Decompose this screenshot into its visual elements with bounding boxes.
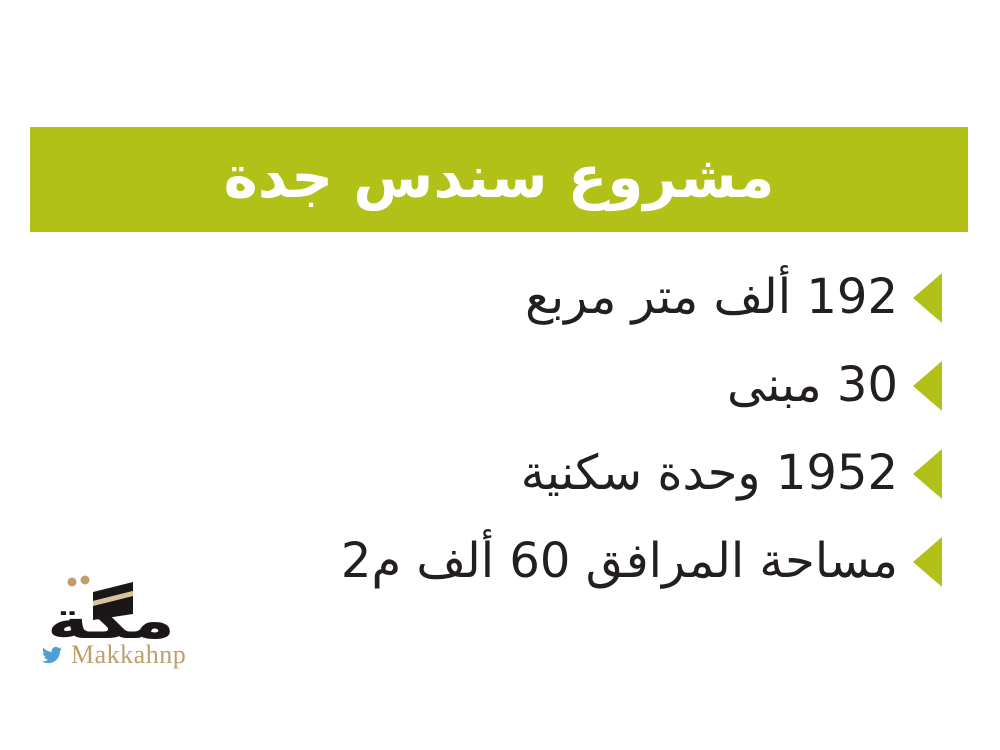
left-triangle-bullet-icon — [913, 361, 942, 411]
makkah-wordmark-kaaba-icon: مكة — [47, 575, 175, 644]
list-item-text: 30 مبنى — [726, 357, 898, 414]
bullet-list: 192 ألف متر مربع 30 مبنى 1952 وحدة سكنية… — [182, 254, 942, 606]
left-triangle-bullet-icon — [913, 449, 942, 499]
header-banner: مشروع سندس جدة — [30, 127, 968, 232]
twitter-credit: Makkahnp — [40, 640, 206, 670]
list-item: 192 ألف متر مربع — [182, 254, 942, 342]
list-item-text: مساحة المرافق 60 ألف م2 — [340, 533, 898, 590]
left-triangle-bullet-icon — [913, 537, 942, 587]
list-item: 1952 وحدة سكنية — [182, 430, 942, 518]
list-item-text: 192 ألف متر مربع — [525, 269, 898, 326]
page-title: مشروع سندس جدة — [223, 142, 775, 211]
twitter-handle: Makkahnp — [71, 640, 187, 669]
makkah-logo: مكة Makkahnp — [36, 570, 206, 670]
left-triangle-bullet-icon — [913, 273, 942, 323]
kaaba-icon — [93, 582, 133, 620]
list-item: 30 مبنى — [182, 342, 942, 430]
list-item-text: 1952 وحدة سكنية — [520, 445, 898, 502]
logo-dot — [67, 577, 77, 587]
list-item: مساحة المرافق 60 ألف م2 — [182, 518, 942, 606]
twitter-bird-icon — [42, 646, 62, 664]
logo-dot — [80, 575, 90, 585]
logo-wordmark: مكة — [47, 591, 175, 644]
